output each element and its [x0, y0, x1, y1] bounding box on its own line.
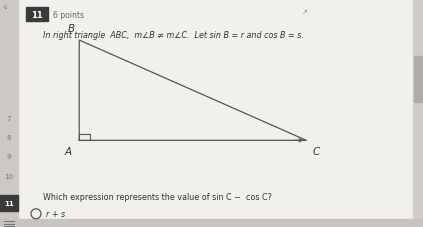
Text: 9: 9 — [7, 154, 11, 160]
Bar — [414, 57, 422, 102]
Text: 11: 11 — [31, 10, 43, 20]
Bar — [79, 134, 90, 141]
Text: 8: 8 — [7, 134, 11, 140]
Bar — [413, 0, 423, 227]
Text: r + s: r + s — [46, 209, 65, 218]
Bar — [26, 8, 48, 22]
Text: In right triangle  ABC,  m∠B ≠ m∠C.  Let sin B = r and cos B = s.: In right triangle ABC, m∠B ≠ m∠C. Let si… — [43, 31, 304, 40]
Text: Which expression represents the value of sin C −  cos C?: Which expression represents the value of… — [43, 192, 272, 201]
Bar — [0, 0, 18, 227]
Text: ↗: ↗ — [302, 9, 308, 15]
Text: 11: 11 — [4, 200, 14, 206]
Bar — [0, 195, 18, 211]
Text: C: C — [313, 146, 320, 156]
Bar — [0, 219, 423, 227]
Text: 7: 7 — [7, 115, 11, 121]
Text: 6 points: 6 points — [53, 10, 84, 20]
Text: -1: -1 — [2, 5, 8, 10]
Text: B: B — [68, 23, 75, 33]
Text: A: A — [65, 146, 72, 156]
Text: 10: 10 — [5, 173, 14, 179]
